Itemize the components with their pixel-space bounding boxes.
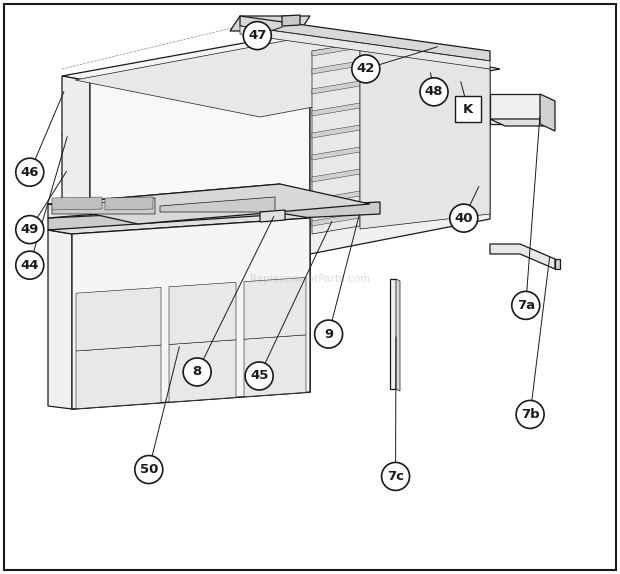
Text: 46: 46 bbox=[20, 166, 39, 179]
Text: 45: 45 bbox=[250, 370, 268, 382]
Polygon shape bbox=[312, 103, 360, 116]
Polygon shape bbox=[240, 16, 490, 61]
Text: ReplacementParts.com: ReplacementParts.com bbox=[250, 274, 370, 284]
Polygon shape bbox=[72, 218, 310, 409]
Polygon shape bbox=[48, 202, 380, 230]
Polygon shape bbox=[76, 345, 161, 409]
Polygon shape bbox=[260, 210, 285, 222]
Polygon shape bbox=[312, 125, 360, 138]
Polygon shape bbox=[90, 46, 310, 289]
Circle shape bbox=[314, 320, 343, 348]
Polygon shape bbox=[160, 197, 275, 212]
Text: 48: 48 bbox=[425, 86, 443, 98]
FancyBboxPatch shape bbox=[455, 96, 481, 122]
Polygon shape bbox=[76, 288, 161, 351]
Circle shape bbox=[420, 78, 448, 106]
Circle shape bbox=[245, 362, 273, 390]
Circle shape bbox=[135, 456, 163, 483]
Polygon shape bbox=[169, 282, 236, 344]
Polygon shape bbox=[48, 184, 280, 218]
Polygon shape bbox=[230, 16, 310, 31]
Text: 42: 42 bbox=[356, 63, 375, 75]
Text: 44: 44 bbox=[20, 259, 39, 272]
Polygon shape bbox=[105, 197, 153, 210]
Polygon shape bbox=[540, 94, 555, 131]
Polygon shape bbox=[312, 147, 360, 160]
Polygon shape bbox=[310, 46, 490, 254]
Polygon shape bbox=[75, 37, 490, 117]
Text: 47: 47 bbox=[248, 29, 267, 42]
Text: 7b: 7b bbox=[521, 408, 539, 421]
Polygon shape bbox=[62, 31, 500, 114]
Text: 7a: 7a bbox=[516, 299, 535, 312]
Polygon shape bbox=[312, 43, 360, 56]
Polygon shape bbox=[52, 198, 155, 214]
Polygon shape bbox=[360, 44, 490, 229]
Circle shape bbox=[352, 55, 380, 83]
Circle shape bbox=[450, 204, 478, 232]
Polygon shape bbox=[490, 244, 555, 269]
Text: 50: 50 bbox=[140, 463, 158, 476]
Text: K: K bbox=[463, 103, 473, 115]
Polygon shape bbox=[48, 214, 310, 234]
Polygon shape bbox=[312, 81, 360, 94]
Circle shape bbox=[183, 358, 211, 386]
Polygon shape bbox=[555, 259, 560, 269]
Polygon shape bbox=[390, 279, 396, 389]
Polygon shape bbox=[48, 184, 370, 224]
Polygon shape bbox=[62, 76, 90, 289]
Polygon shape bbox=[312, 44, 360, 234]
Polygon shape bbox=[396, 279, 400, 391]
Text: 9: 9 bbox=[324, 328, 333, 340]
Circle shape bbox=[16, 216, 44, 243]
Polygon shape bbox=[312, 169, 360, 182]
Polygon shape bbox=[312, 61, 360, 74]
Polygon shape bbox=[490, 119, 555, 126]
Polygon shape bbox=[490, 94, 540, 124]
Circle shape bbox=[381, 463, 410, 490]
Text: 8: 8 bbox=[193, 366, 202, 378]
Text: 49: 49 bbox=[20, 223, 39, 236]
Polygon shape bbox=[312, 213, 360, 226]
Polygon shape bbox=[244, 277, 306, 339]
Circle shape bbox=[16, 251, 44, 279]
Polygon shape bbox=[240, 26, 490, 69]
Circle shape bbox=[16, 158, 44, 186]
Text: 7c: 7c bbox=[387, 470, 404, 483]
Circle shape bbox=[512, 292, 540, 319]
Text: 40: 40 bbox=[454, 212, 473, 224]
Polygon shape bbox=[169, 340, 236, 402]
Polygon shape bbox=[282, 15, 300, 26]
Polygon shape bbox=[244, 335, 306, 397]
Circle shape bbox=[243, 22, 272, 49]
Polygon shape bbox=[312, 191, 360, 204]
Polygon shape bbox=[52, 197, 102, 210]
Circle shape bbox=[516, 401, 544, 428]
Polygon shape bbox=[48, 230, 72, 409]
